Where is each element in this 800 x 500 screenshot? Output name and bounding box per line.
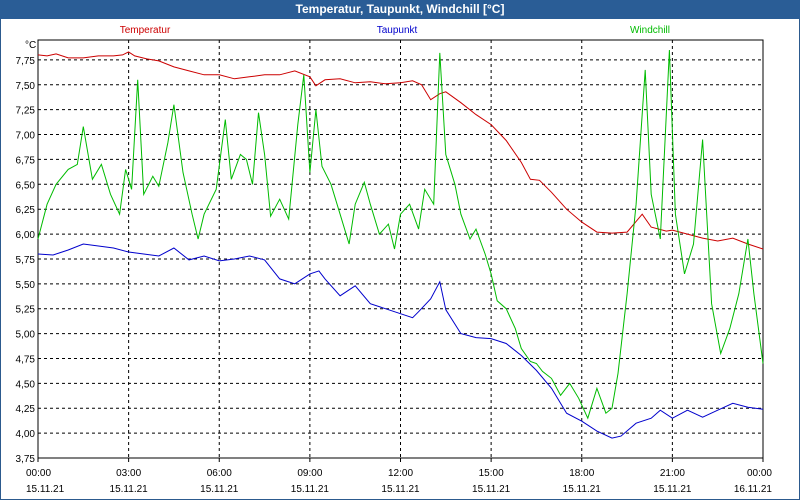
y-tick-label: 3,75: [16, 454, 36, 465]
y-tick-label: 7,25: [16, 106, 36, 117]
chart-title: Temperatur, Taupunkt, Windchill [°C]: [0, 0, 800, 19]
y-tick-label: 6,50: [16, 180, 36, 191]
legend-taupunkt: Taupunkt: [377, 25, 418, 36]
x-tick-date-label: 15.11.21: [563, 484, 602, 495]
x-tick-time-label: 06:00: [207, 468, 232, 479]
x-tick-date-label: 16.11.21: [734, 484, 773, 495]
series-line-taupunkt: [37, 243, 764, 439]
x-tick-time-label: 09:00: [297, 468, 322, 479]
x-tick-date-label: 15.11.21: [291, 484, 330, 495]
y-tick-label: 5,75: [16, 255, 36, 266]
x-tick-date-label: 15.11.21: [110, 484, 149, 495]
x-tick-time-label: 00:00: [747, 468, 772, 479]
y-tick-label: 4,75: [16, 354, 36, 365]
legend-temperatur: Temperatur: [120, 25, 171, 36]
y-tick-label: 4,00: [16, 429, 36, 440]
x-tick-time-label: 00:00: [26, 468, 51, 479]
y-tick-label: 6,25: [16, 205, 36, 216]
y-tick-label: 7,50: [16, 81, 36, 92]
y-tick-label: 5,25: [16, 305, 36, 316]
series-line-windchill: [37, 49, 764, 420]
x-tick-time-label: 18:00: [569, 468, 594, 479]
y-tick-label: 7,75: [16, 56, 36, 67]
y-tick-label: 4,25: [16, 404, 36, 415]
x-tick-time-label: 15:00: [479, 468, 504, 479]
x-tick-time-label: 21:00: [660, 468, 685, 479]
x-tick-date-label: 15.11.21: [200, 484, 239, 495]
y-tick-label: 6,75: [16, 155, 36, 166]
y-tick-label: 7,00: [16, 131, 36, 142]
x-tick-time-label: 12:00: [388, 468, 413, 479]
legend-windchill: Windchill: [630, 25, 670, 36]
x-tick-time-label: 03:00: [116, 468, 141, 479]
x-tick-date-label: 15.11.21: [472, 484, 511, 495]
y-tick-label: 5,00: [16, 330, 36, 341]
series-line-temperatur: [37, 51, 764, 250]
x-tick-date-label: 15.11.21: [26, 484, 65, 495]
y-tick-label: 4,50: [16, 379, 36, 390]
x-tick-date-label: 15.11.21: [381, 484, 420, 495]
y-axis-unit-label: °C: [25, 40, 36, 51]
y-tick-label: 5,50: [16, 280, 36, 291]
y-tick-label: 6,00: [16, 230, 36, 241]
x-tick-date-label: 15.11.21: [653, 484, 692, 495]
